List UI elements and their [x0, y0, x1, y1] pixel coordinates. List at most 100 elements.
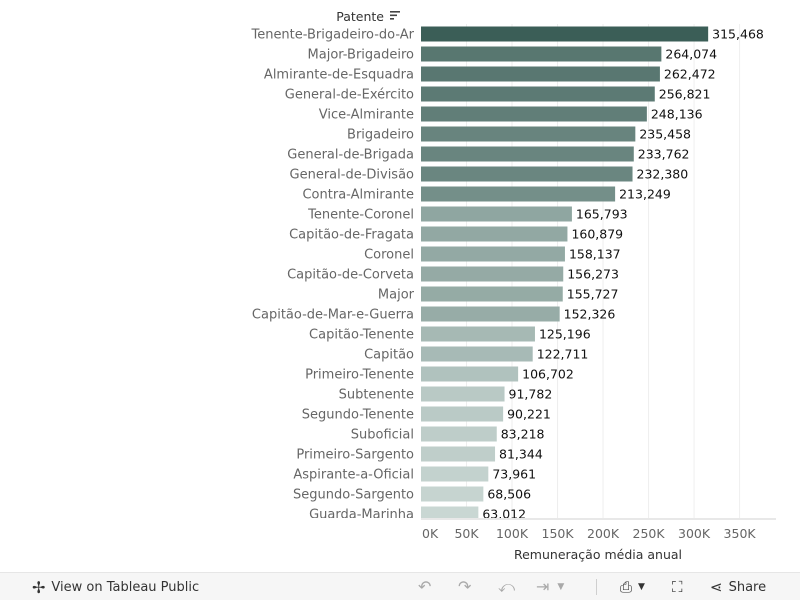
view-on-tableau-label: View on Tableau Public: [51, 579, 200, 595]
chevron-down-icon: ▼: [557, 581, 565, 592]
value-label: 248,136: [651, 107, 703, 122]
x-tick-label: 350K: [724, 526, 757, 541]
value-label: 122,711: [537, 347, 589, 362]
value-label: 83,218: [501, 427, 545, 442]
category-label: Capitão-de-Corveta: [287, 268, 414, 283]
category-label: Major: [378, 288, 415, 303]
column-header: Patente: [336, 9, 384, 24]
category-label: Capitão-de-Fragata: [289, 228, 414, 243]
category-label: Subtenente: [339, 388, 414, 403]
bar: [421, 506, 479, 518]
bar: [421, 386, 505, 402]
category-label: Major-Brigadeiro: [308, 48, 415, 63]
value-label: 155,727: [567, 287, 619, 302]
revert-button[interactable]: ⤺: [498, 573, 515, 601]
bar: [421, 406, 504, 422]
bar: [421, 366, 519, 382]
category-label: Capitão: [364, 348, 414, 363]
undo-button[interactable]: ↶: [418, 573, 431, 601]
value-label: 256,821: [659, 87, 711, 102]
value-label: 235,458: [639, 127, 691, 142]
value-label: 232,380: [637, 167, 689, 182]
value-label: 68,506: [487, 487, 531, 502]
chart-svg: Tenente-Brigadeiro-do-Ar 315,468 Major-Bri…: [250, 9, 776, 562]
x-tick-label: 0K: [422, 526, 439, 541]
category-label: Segundo-Tenente: [302, 408, 414, 423]
value-label: 106,702: [522, 367, 574, 382]
view-on-tableau-link[interactable]: ✢ View on Tableau Public: [32, 573, 199, 601]
value-label: 125,196: [539, 327, 591, 342]
category-label: Coronel: [364, 248, 414, 263]
bar: [421, 326, 535, 342]
share-button[interactable]: ⋖ Share: [710, 573, 766, 601]
value-label: 63,012: [482, 507, 526, 522]
download-button[interactable]: ⎙ ▼: [620, 573, 645, 601]
value-label: 165,793: [576, 207, 628, 222]
category-label: Capitão-Tenente: [309, 328, 414, 343]
x-tick-label: 50K: [454, 526, 479, 541]
category-label: Tenente-Coronel: [307, 208, 414, 223]
refresh-icon: ⇥: [536, 577, 550, 596]
bar: [421, 66, 660, 82]
category-label: Almirante-de-Esquadra: [264, 68, 414, 83]
x-tick-label: 200K: [587, 526, 620, 541]
bar: [421, 226, 568, 242]
bar: [421, 306, 560, 322]
category-label: Primeiro-Tenente: [305, 368, 414, 383]
refresh-button[interactable]: ⇥ ▼: [536, 573, 564, 601]
download-icon: ⎙: [620, 577, 633, 596]
bar: [421, 266, 564, 282]
bar: [421, 186, 616, 202]
tableau-logo-icon: ✢: [32, 577, 46, 597]
bar: [421, 26, 709, 42]
category-label: Contra-Almirante: [302, 188, 414, 203]
category-label: Primeiro-Sargento: [296, 448, 414, 463]
value-label: 90,221: [507, 407, 551, 422]
bar: [421, 466, 489, 482]
x-tick-label: 300K: [678, 526, 711, 541]
bar: [421, 166, 633, 182]
fullscreen-icon: ⛶: [672, 577, 683, 596]
category-label: General-de-Exército: [285, 88, 414, 103]
category-label: Segundo-Sargento: [293, 488, 414, 503]
value-label: 315,468: [712, 27, 764, 42]
value-label: 213,249: [619, 187, 671, 202]
chevron-down-icon: ▼: [638, 581, 645, 592]
bar: [421, 486, 484, 502]
bar-chart: Tenente-Brigadeiro-do-Ar 315,468 Major-Bri…: [250, 9, 776, 562]
bar: [421, 126, 636, 142]
share-label: Share: [728, 579, 767, 595]
bar: [421, 246, 565, 262]
redo-icon: ↷: [458, 577, 472, 596]
bar: [421, 146, 634, 162]
value-label: 264,074: [665, 47, 717, 62]
value-label: 158,137: [569, 247, 621, 262]
bar: [421, 206, 572, 222]
revert-icon: ⤺: [498, 577, 516, 596]
value-label: 81,344: [499, 447, 543, 462]
bar: [421, 106, 647, 122]
x-tick-label: 100K: [496, 526, 529, 541]
bar: [421, 46, 662, 62]
value-label: 262,472: [664, 67, 716, 82]
bar: [421, 86, 655, 102]
x-axis-title: Remuneração média anual: [514, 547, 682, 562]
plot-area: Tenente-Brigadeiro-do-Ar 315,468 Major-Bri…: [250, 26, 764, 523]
fullscreen-button[interactable]: ⛶: [672, 573, 683, 601]
value-label: 152,326: [564, 307, 616, 322]
sort-icon[interactable]: [390, 11, 400, 20]
sort-icon-line: [390, 11, 400, 13]
value-label: 160,879: [571, 227, 623, 242]
toolbar-divider: [596, 579, 597, 595]
value-label: 233,762: [638, 147, 690, 162]
category-label: Suboficial: [351, 428, 414, 443]
category-label: Capitão-de-Mar-e-Guerra: [252, 308, 414, 323]
undo-icon: ↶: [418, 577, 432, 596]
redo-button[interactable]: ↷: [458, 573, 471, 601]
bar: [421, 346, 533, 362]
x-tick-label: 150K: [542, 526, 575, 541]
tableau-toolbar: ✢ View on Tableau Public ↶ ↷ ⤺ ⇥ ▼ ⎙ ▼ ⛶…: [0, 572, 800, 600]
bar: [421, 426, 497, 442]
category-label: Guarda-Marinha: [309, 508, 414, 523]
category-label: Aspirante-a-Oficial: [293, 468, 414, 483]
